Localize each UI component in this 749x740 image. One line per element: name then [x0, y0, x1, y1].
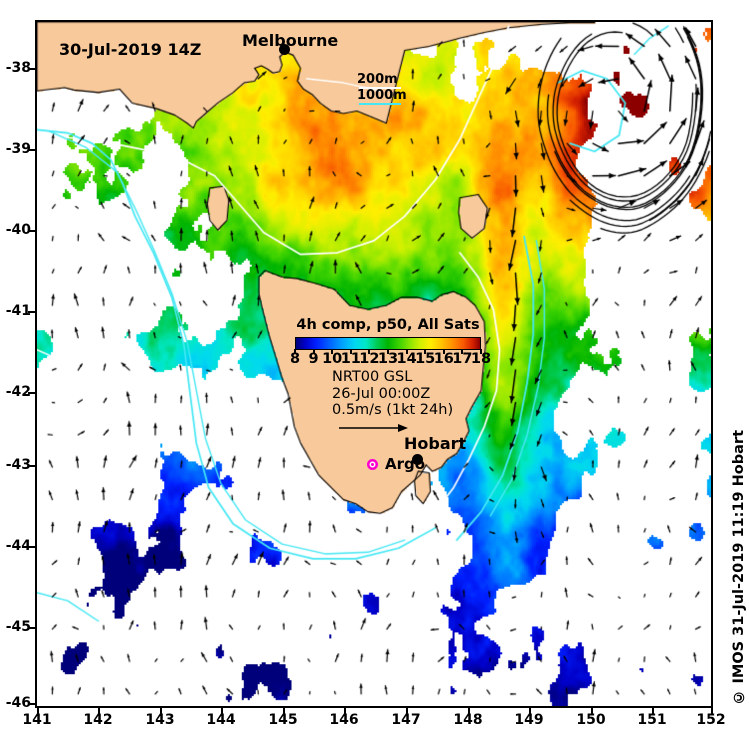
colorbar-tick	[331, 348, 334, 354]
x-tick-label: 152	[696, 712, 726, 728]
x-tick-label: 143	[145, 712, 175, 728]
colorbar-wrap	[290, 337, 486, 354]
city-label-melbourne: Melbourne	[242, 31, 339, 50]
x-tick-label: 146	[329, 712, 359, 728]
colorbar-tick-labels: 8 9 10 11 12 13 14 15 16 17 18	[289, 351, 491, 369]
x-tick-mark	[711, 708, 713, 715]
legend-panel: 4h comp, p50, All Sats 8 9 10 11 12 13 14 15 16 1…	[289, 317, 491, 438]
credit-text: © IMOS 31-Jul-2019 11:19 Hobart	[731, 430, 747, 705]
depth-1000m-line	[359, 103, 401, 105]
reference-arrow-icon	[339, 423, 408, 432]
x-tick-label: 145	[268, 712, 298, 728]
sst-raster-canvas	[37, 22, 711, 706]
colorbar-tick-label: 16	[433, 351, 454, 367]
colorbar-tick	[312, 348, 315, 354]
city-marker-melbourne[interactable]	[279, 44, 290, 55]
argo-legend-entry[interactable]: Argo	[367, 455, 425, 473]
colorbar-tick	[387, 348, 389, 354]
colorbar-tick	[368, 348, 371, 354]
x-tick-mark	[468, 708, 470, 715]
x-tick-mark	[221, 708, 223, 715]
colorbar-tick	[294, 348, 296, 354]
colorbar-tick-label: 8	[289, 351, 301, 367]
y-tick-label: -39	[5, 141, 31, 157]
x-tick-mark	[37, 708, 39, 715]
colorbar-tick-label: 18	[470, 351, 492, 367]
x-tick-mark	[652, 708, 654, 715]
x-tick-mark	[529, 708, 531, 715]
colorbar-tick-label: 12	[359, 351, 380, 367]
x-tick-label: 147	[391, 712, 421, 728]
x-tick-mark	[344, 708, 346, 715]
x-tick-label: 148	[453, 712, 483, 728]
y-tick-mark	[28, 230, 35, 232]
x-tick-mark	[98, 708, 100, 715]
x-tick-label: 141	[22, 712, 52, 728]
y-tick-mark	[28, 703, 35, 705]
colorbar-tick	[424, 348, 427, 354]
y-tick-label: -46	[5, 695, 31, 711]
depth-200m-label: 200m	[357, 72, 398, 87]
x-tick-mark	[283, 708, 285, 715]
depth-200m-line	[359, 87, 401, 89]
x-tick-label: 149	[514, 712, 544, 728]
colorbar-tick-label: 15	[415, 351, 436, 367]
y-tick-mark	[28, 627, 35, 629]
y-tick-label: -38	[5, 60, 31, 76]
colorbar-tick-label: 9	[308, 351, 319, 367]
colorbar-tick	[442, 348, 445, 354]
y-tick-label: -43	[5, 457, 31, 473]
argo-marker-icon	[367, 458, 378, 470]
colorbar-tick-label: 10	[322, 351, 343, 367]
y-tick-mark	[28, 465, 35, 467]
colorbar-tick-label: 14	[396, 351, 417, 367]
y-tick-mark	[28, 546, 35, 548]
x-tick-mark	[406, 708, 408, 715]
colorbar-tick-label: 11	[340, 351, 361, 367]
legend-product: NRT00 GSL	[332, 369, 413, 385]
depth-1000m-label: 1000m	[357, 88, 407, 103]
y-tick-mark	[28, 68, 35, 70]
y-tick-mark	[28, 149, 35, 151]
y-tick-label: -40	[5, 222, 31, 238]
x-tick-label: 142	[83, 712, 113, 728]
y-tick-mark	[28, 311, 35, 313]
x-tick-label: 144	[206, 712, 236, 728]
colorbar-tick	[349, 348, 352, 354]
city-marker-hobart[interactable]	[412, 454, 423, 465]
y-tick-mark	[28, 392, 35, 394]
colorbar-tick-label: 13	[377, 351, 399, 367]
date-stamp: 30-Jul-2019 14Z	[59, 40, 202, 59]
y-tick-label: -41	[5, 303, 31, 319]
city-label-hobart: Hobart	[404, 434, 467, 453]
colorbar-tick	[461, 348, 464, 354]
colorbar-tick-label: 17	[452, 351, 473, 367]
argo-label: Argo	[385, 455, 426, 473]
x-tick-label: 151	[637, 712, 667, 728]
x-tick-mark	[591, 708, 593, 715]
colorbar-tick	[405, 348, 408, 354]
legend-epoch: 26-Jul 00:00Z	[332, 385, 431, 402]
legend-vector-scale: 0.5m/s (1kt 24h)	[332, 402, 454, 418]
colorbar-tick	[480, 348, 482, 354]
x-tick-mark	[160, 708, 162, 715]
y-tick-label: -44	[5, 538, 31, 554]
y-tick-label: -42	[5, 384, 31, 400]
y-tick-label: -45	[5, 619, 31, 635]
legend-title: 4h comp, p50, All Sats	[296, 317, 480, 333]
map-plot-area[interactable]: 30-Jul-2019 14Z 200m 1000m Melbourne Hob…	[35, 20, 713, 708]
x-tick-label: 150	[576, 712, 606, 728]
